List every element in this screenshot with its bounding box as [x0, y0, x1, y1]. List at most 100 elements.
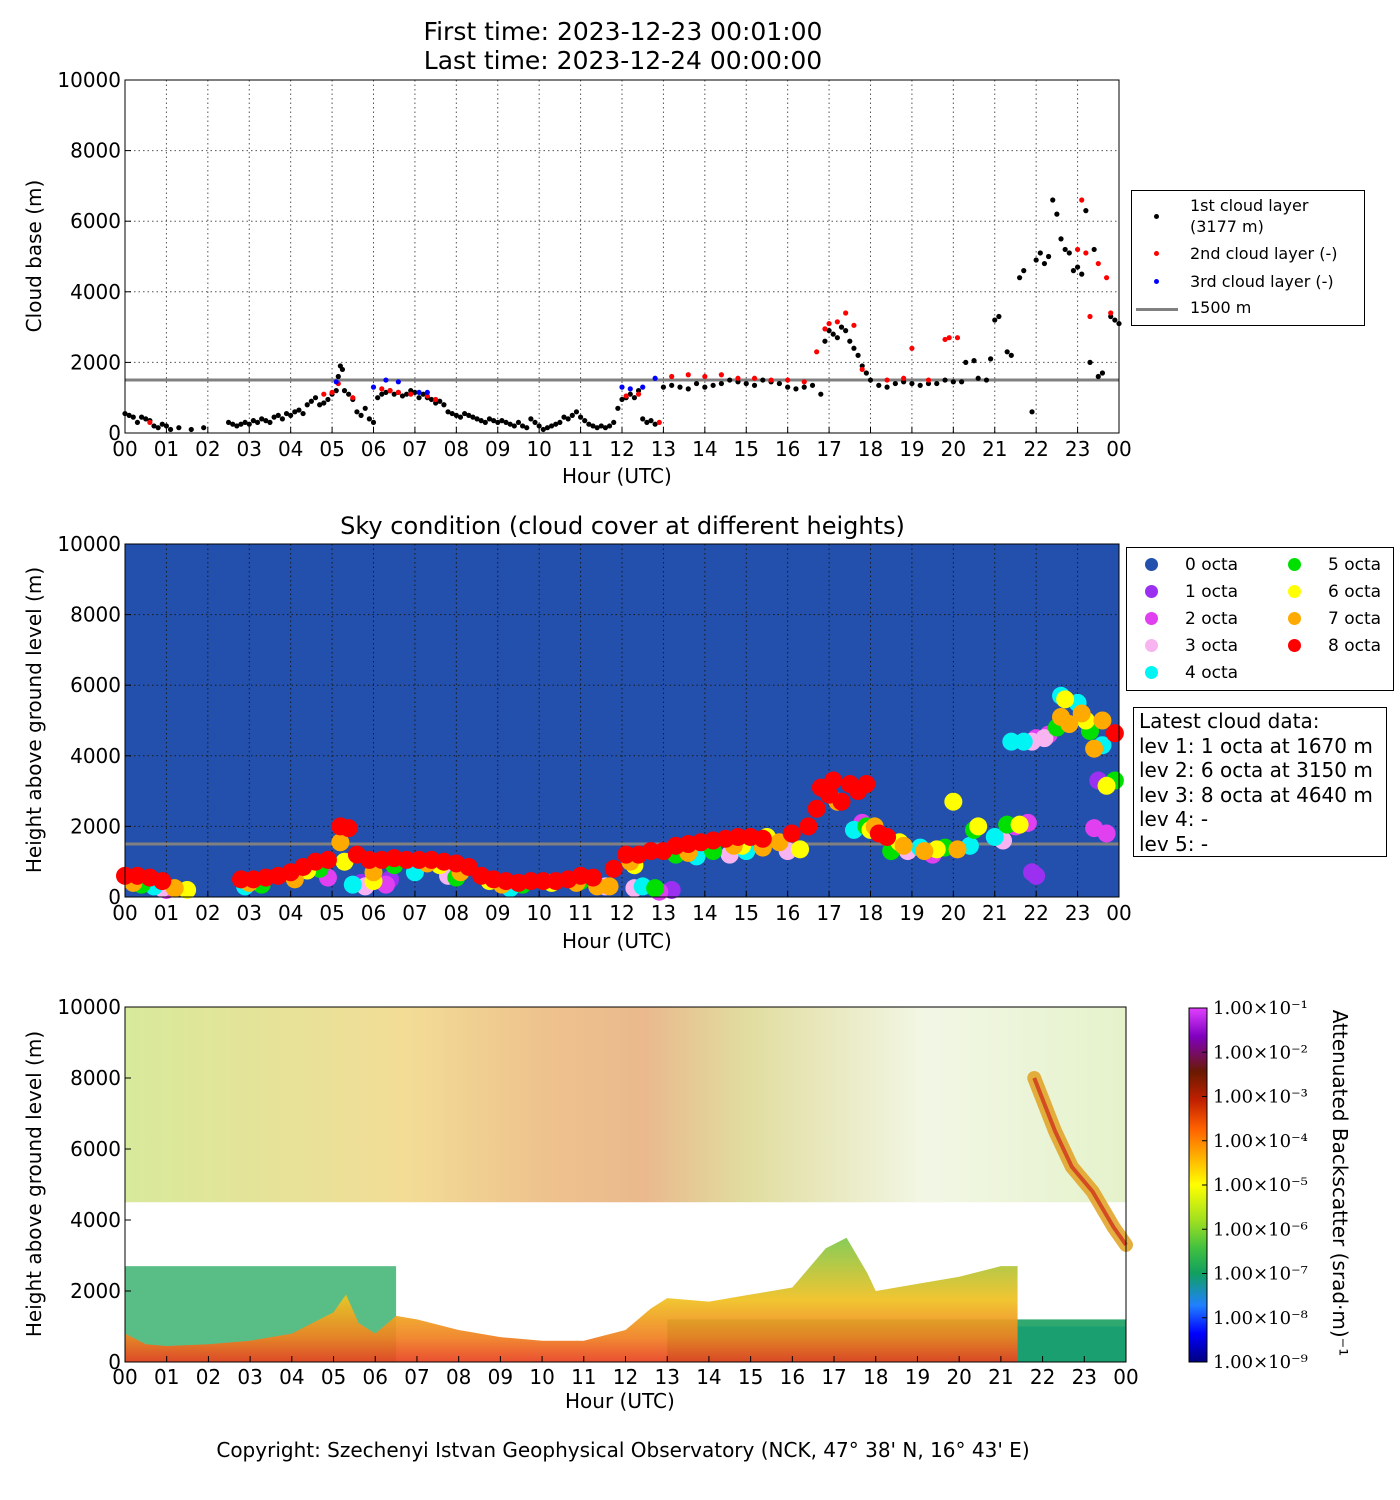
- octa-legend-entry: 1 octa: [1127, 581, 1267, 603]
- colorbar-tick-label: 1.00×10⁻⁸: [1213, 1308, 1308, 1329]
- x-tick-label: 02: [195, 437, 220, 461]
- data-point: [942, 336, 948, 343]
- plot-frame: [124, 79, 1120, 434]
- data-point: [1054, 211, 1060, 217]
- data-point: [408, 391, 414, 397]
- data-point: [1095, 260, 1101, 267]
- y-tick-label: 8000: [70, 139, 121, 163]
- data-point: [370, 384, 377, 390]
- y-tick-label: 6000: [70, 209, 121, 233]
- y-tick-label: 4000: [70, 1208, 121, 1232]
- data-point: [718, 380, 725, 387]
- data-point: [462, 410, 468, 417]
- octa-legend-label: 6 octa: [1328, 582, 1382, 602]
- data-point: [1091, 246, 1097, 253]
- data-point: [300, 410, 306, 417]
- data-point: [370, 419, 377, 426]
- octa-legend-entry: 5 octa: [1270, 554, 1400, 576]
- x-tick-label: 07: [402, 437, 427, 461]
- x-tick-label: 00: [1106, 437, 1131, 461]
- octa-legend-entry: 8 octa: [1270, 635, 1400, 657]
- octa-marker: [799, 817, 818, 836]
- data-point: [590, 423, 596, 429]
- data-point: [292, 409, 298, 415]
- data-point: [428, 396, 435, 403]
- data-point: [934, 380, 940, 387]
- octa-marker: [231, 870, 250, 889]
- data-point: [341, 388, 348, 394]
- x-tick-label: 13: [651, 437, 676, 461]
- octa-legend-label: 7 octa: [1328, 609, 1382, 629]
- data-point: [333, 388, 339, 394]
- data-point: [631, 395, 638, 401]
- data-point: [329, 389, 335, 396]
- data-point: [201, 425, 207, 431]
- octa-marker: [998, 815, 1017, 834]
- data-point: [1029, 409, 1035, 415]
- data-point: [159, 421, 165, 427]
- octa-marker: [878, 827, 897, 846]
- data-point: [573, 409, 580, 415]
- data-point: [1037, 250, 1043, 256]
- x-tick-label: 15: [738, 1365, 763, 1389]
- data-point: [499, 418, 505, 424]
- data-point: [843, 310, 849, 316]
- octa-legend-marker: [1288, 612, 1301, 625]
- data-point: [420, 391, 426, 397]
- x-tick-label: 08: [444, 437, 469, 461]
- x-tick-label: 03: [237, 1365, 262, 1389]
- data-point: [751, 382, 758, 388]
- octa-marker: [153, 872, 172, 891]
- data-point: [954, 335, 961, 341]
- data-point: [602, 425, 609, 431]
- octa-marker: [339, 819, 358, 838]
- data-point: [876, 382, 882, 388]
- data-point: [693, 380, 700, 387]
- x-tick-label: 23: [1065, 437, 1090, 461]
- data-point: [859, 366, 865, 373]
- data-point: [333, 379, 339, 385]
- data-point: [785, 377, 791, 383]
- data-point: [134, 419, 141, 426]
- x-tick-label: 13: [654, 1365, 679, 1389]
- y-tick-label: 10000: [57, 995, 121, 1019]
- data-point: [586, 421, 592, 427]
- octa-marker: [791, 840, 810, 859]
- data-point: [743, 380, 749, 387]
- legend-entry-layer3: 3rd cloud layer (-): [1132, 272, 1364, 298]
- low-layer-night: [1017, 1326, 1126, 1362]
- x-tick-label: 07: [402, 901, 427, 925]
- data-point: [491, 418, 497, 424]
- data-point: [457, 414, 464, 420]
- x-tick-label: 00: [112, 437, 137, 461]
- octa-legend-label: 5 octa: [1328, 555, 1382, 575]
- plot-frame: [124, 543, 1120, 898]
- data-point: [387, 388, 393, 394]
- y-tick-label: 8000: [70, 603, 121, 627]
- octa-marker: [753, 829, 772, 848]
- y-tick-label: 10000: [57, 68, 121, 92]
- octa-legend-marker: [1288, 558, 1301, 571]
- data-point: [449, 410, 455, 417]
- colorbar-tick-label: 1.00×10⁻²: [1213, 1042, 1308, 1063]
- octa-legend-marker: [1145, 612, 1158, 625]
- data-point: [702, 384, 708, 390]
- octa-legend-entry: 7 octa: [1270, 608, 1400, 630]
- x-tick-label: 04: [278, 437, 303, 461]
- data-point: [1079, 197, 1085, 203]
- data-point: [225, 419, 232, 426]
- data-point: [544, 425, 551, 431]
- data-point: [843, 328, 849, 334]
- data-point: [147, 419, 153, 426]
- data-point: [627, 386, 633, 392]
- data-point: [350, 395, 356, 401]
- last-time-label: Last time: 2023-12-24 00:00:00: [423, 46, 823, 75]
- x-tick-label: 03: [237, 437, 262, 461]
- data-point: [793, 386, 799, 392]
- data-point: [553, 421, 559, 427]
- data-point: [242, 419, 248, 426]
- x-tick-label: 12: [609, 901, 634, 925]
- data-point: [176, 425, 182, 431]
- time-range-title: First time: 2023-12-23 00:01:00 Last tim…: [0, 17, 1246, 75]
- data-point: [238, 421, 244, 427]
